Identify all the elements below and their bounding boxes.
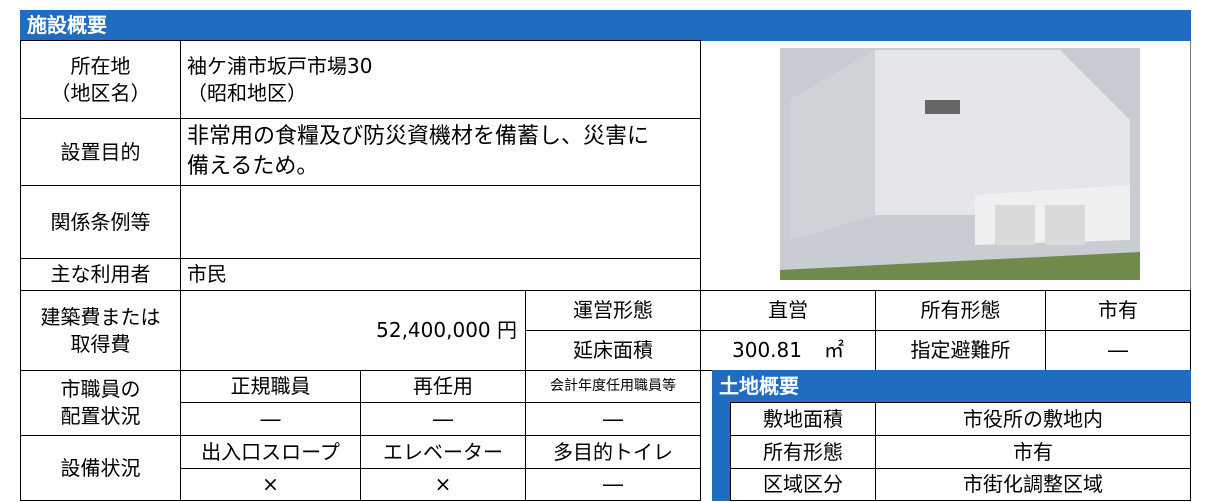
column-header-text: 再任用 xyxy=(413,374,473,398)
value-cell-text: ― xyxy=(260,406,281,431)
value-cell-text: ― xyxy=(1108,338,1128,362)
value-cell: 300.81 ㎡ xyxy=(700,330,876,371)
value-cell: ― xyxy=(180,402,361,436)
section-title: 土地概要 xyxy=(712,370,1191,403)
label-cell-text: 設備状況 xyxy=(60,455,141,480)
column-header: 正規職員 xyxy=(180,370,361,403)
label-cell-text: 建築費または xyxy=(40,304,161,329)
value-cell: × xyxy=(360,468,526,501)
label-cell-text: （地区名） xyxy=(50,80,151,105)
value-cell-text: 市有 xyxy=(1098,298,1138,322)
section-bar xyxy=(712,402,731,501)
label-cell-text: 市職員の xyxy=(60,377,141,401)
column-header: エレベーター xyxy=(360,435,526,469)
value-cell: 市民 xyxy=(180,258,701,291)
label-cell-text: 取得費 xyxy=(70,331,131,356)
column-header: 会計年度任用職員等 xyxy=(525,370,701,403)
label-cell: 関係条例等 xyxy=(20,185,181,259)
label-cell-text: 指定避難所 xyxy=(910,338,1011,362)
column-header-text: 多目的トイレ xyxy=(553,439,673,464)
column-header-text: 会計年度任用職員等 xyxy=(550,378,676,395)
label-cell-text: 所在地 xyxy=(70,53,131,78)
value-cell-text: 袖ケ浦市坂戸市場30 xyxy=(187,53,373,78)
label-cell-text: 区域区分 xyxy=(763,472,843,496)
label-cell: 敷地面積 xyxy=(730,402,876,436)
value-cell-text: （昭和地区） xyxy=(187,80,307,105)
label-cell-text: 所有形態 xyxy=(920,298,1001,322)
label-cell: 主な利用者 xyxy=(20,258,181,291)
value-cell-text: 非常用の食糧及び防災資機材を備蓄し、災害に備えるため。 xyxy=(187,124,650,179)
column-header-text: 出入口スロープ xyxy=(201,439,340,464)
value-cell-text: 市街化調整区域 xyxy=(963,472,1103,496)
value-cell: 市有 xyxy=(875,435,1191,469)
column-header: 出入口スロープ xyxy=(180,435,361,469)
value-cell: 袖ケ浦市坂戸市場30 （昭和地区） xyxy=(180,40,701,119)
label-cell: 所有形態 xyxy=(875,290,1046,331)
value-cell: 52,400,000 円 xyxy=(180,290,526,371)
value-cell: ― xyxy=(525,468,701,501)
value-cell: 非常用の食糧及び防災資機材を備蓄し、災害に備えるため。 xyxy=(180,118,701,186)
value-cell-text: ― xyxy=(603,406,623,431)
label-cell: 所有形態 xyxy=(730,435,876,469)
value-cell-text: × xyxy=(434,472,452,496)
section-title: 施設概要 xyxy=(20,10,1191,41)
column-header: 再任用 xyxy=(360,370,526,403)
value-cell-text: 市役所の敷地内 xyxy=(963,406,1103,431)
value-cell: × xyxy=(180,468,361,501)
value-cell: ― xyxy=(1045,330,1191,371)
label-cell: 設備状況 xyxy=(20,435,181,501)
label-cell: 区域区分 xyxy=(730,468,876,501)
value-cell: 市街化調整区域 xyxy=(875,468,1191,501)
value-cell: ― xyxy=(360,402,526,436)
value-cell-text: ㎡ xyxy=(823,338,844,362)
facility-photo xyxy=(700,40,1191,291)
column-header: 多目的トイレ xyxy=(525,435,701,469)
label-cell-text: 敷地面積 xyxy=(763,406,843,431)
label-cell: 設置目的 xyxy=(20,118,181,186)
section-title-text: 施設概要 xyxy=(27,13,107,37)
label-cell-text: 延床面積 xyxy=(573,338,653,362)
value-cell-text: ― xyxy=(433,406,453,431)
column-header-text: エレベーター xyxy=(383,439,503,464)
value-cell-text: ― xyxy=(603,472,623,496)
section-title-text: 土地概要 xyxy=(719,374,799,398)
label-cell-text: 主な利用者 xyxy=(50,262,151,286)
column-header-text: 正規職員 xyxy=(230,374,311,398)
value-cell: 市役所の敷地内 xyxy=(875,402,1191,436)
label-cell-text: 関係条例等 xyxy=(50,209,151,234)
value-cell-text: 市民 xyxy=(187,262,227,286)
label-cell: 市職員の 配置状況 xyxy=(20,370,181,436)
label-cell-text: 設置目的 xyxy=(60,139,141,164)
value-cell-text: 52,400,000 円 xyxy=(376,318,517,342)
value-cell: ― xyxy=(525,402,701,436)
label-cell-text: 所有形態 xyxy=(763,439,843,464)
label-cell: 建築費または 取得費 xyxy=(20,290,181,371)
value-cell xyxy=(180,185,701,259)
value-cell: 市有 xyxy=(1045,290,1191,331)
label-cell-text: 運営形態 xyxy=(573,298,653,322)
value-cell-text: 300.81 xyxy=(732,338,802,362)
label-cell: 所在地 （地区名） xyxy=(20,40,181,119)
label-cell: 延床面積 xyxy=(525,330,701,371)
value-cell-text: × xyxy=(262,472,279,496)
label-cell-text: 配置状況 xyxy=(60,404,141,428)
value-cell-text: 市有 xyxy=(1013,439,1053,464)
label-cell: 指定避難所 xyxy=(875,330,1046,371)
value-cell: 直営 xyxy=(700,290,876,331)
value-cell-text: 直営 xyxy=(768,298,808,322)
label-cell: 運営形態 xyxy=(525,290,701,331)
